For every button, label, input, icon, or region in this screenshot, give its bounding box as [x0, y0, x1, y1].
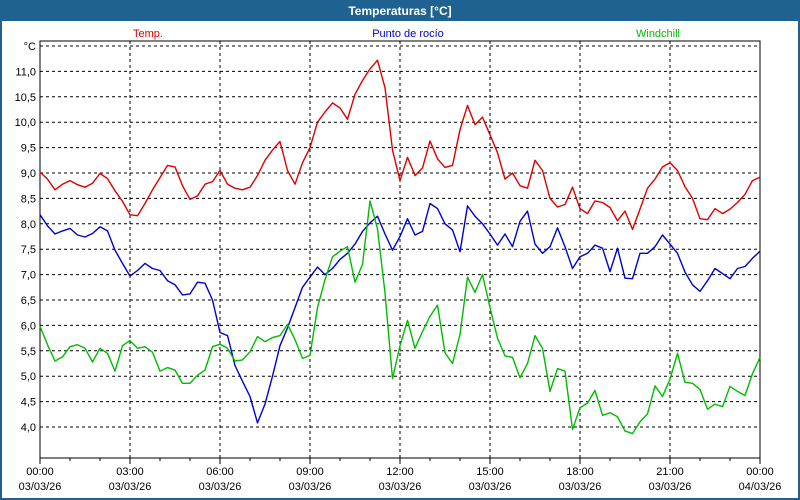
- svg-text:15:00: 15:00: [476, 466, 504, 478]
- x-axis-ticks: [39, 458, 761, 464]
- svg-text:9,0: 9,0: [21, 168, 36, 180]
- series-line-2: [39, 200, 761, 435]
- x-axis-labels: 00:00 03/03/26 03:00 03/03/26 06:00 03/03/26 0…: [19, 466, 782, 493]
- svg-text:06:00: 06:00: [206, 466, 234, 478]
- svg-text:12:00: 12:00: [386, 466, 414, 478]
- svg-text:03/03/26: 03/03/26: [559, 481, 602, 493]
- svg-text:11,0: 11,0: [15, 66, 36, 78]
- svg-text:5,5: 5,5: [21, 346, 36, 358]
- grid-lines: [40, 41, 760, 458]
- svg-text:03/03/26: 03/03/26: [19, 481, 62, 493]
- svg-text:8,5: 8,5: [21, 193, 36, 205]
- svg-text:18:00: 18:00: [566, 466, 594, 478]
- legend-item-temp: Temp.: [133, 28, 163, 40]
- svg-text:03/03/26: 03/03/26: [379, 481, 422, 493]
- series-line-0: [39, 59, 761, 231]
- svg-text:9,5: 9,5: [21, 143, 36, 155]
- window-title: Temperaturas [°C]: [348, 4, 452, 18]
- legend-item-windchill: Windchill: [635, 28, 681, 40]
- svg-text:09:00: 09:00: [296, 466, 324, 478]
- svg-text:03/03/26: 03/03/26: [109, 481, 152, 493]
- svg-text:7,0: 7,0: [21, 270, 36, 282]
- svg-text:03/03/26: 03/03/26: [469, 481, 512, 493]
- svg-text:04/03/26: 04/03/26: [739, 481, 782, 493]
- svg-text:00:00: 00:00: [746, 466, 774, 478]
- svg-text:6,0: 6,0: [21, 320, 36, 332]
- series-line-1: [39, 202, 761, 424]
- svg-text:10,5: 10,5: [15, 92, 36, 104]
- svg-text:03:00: 03:00: [116, 466, 144, 478]
- svg-text:03/03/26: 03/03/26: [649, 481, 692, 493]
- svg-text:03/03/26: 03/03/26: [199, 481, 242, 493]
- y-axis-labels: 4,0 4,5 5,0 5,5 6,0 6,5 7,0 7,5 8,0 8,5 9,0 9,5 10,0…: [15, 66, 36, 434]
- svg-text:00:00: 00:00: [26, 466, 54, 478]
- chart-legend: Temp. Punto de rocío Windchill: [2, 28, 798, 43]
- svg-text:5,0: 5,0: [21, 371, 36, 383]
- svg-text:8,0: 8,0: [21, 219, 36, 231]
- svg-text:03/03/26: 03/03/26: [289, 481, 332, 493]
- svg-text:21:00: 21:00: [656, 466, 684, 478]
- svg-text:10,0: 10,0: [15, 117, 36, 129]
- svg-text:4,0: 4,0: [21, 422, 36, 434]
- y-axis-unit: °C: [24, 41, 36, 53]
- svg-text:4,5: 4,5: [21, 397, 36, 409]
- legend-item-dew-point: Punto de rocío: [372, 28, 444, 40]
- title-bar: Temperaturas [°C]: [2, 2, 798, 21]
- svg-text:6,5: 6,5: [21, 295, 36, 307]
- svg-text:7,5: 7,5: [21, 244, 36, 256]
